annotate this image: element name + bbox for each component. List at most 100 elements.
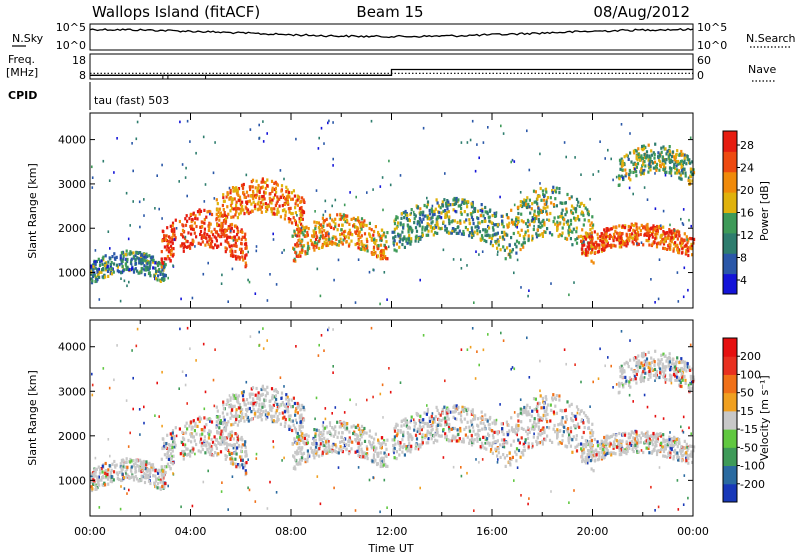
velocity-cell	[575, 449, 579, 453]
power-cell	[339, 237, 342, 241]
velocity-cell	[399, 429, 402, 433]
velocity-cell	[476, 417, 479, 421]
velocity-cell	[112, 478, 115, 482]
velocity-cell	[584, 414, 587, 418]
power-cell	[646, 228, 649, 232]
power-cell	[185, 245, 189, 249]
power-cell	[393, 248, 396, 252]
velocity-cell	[246, 415, 250, 420]
power-cell	[391, 230, 394, 234]
power-cell	[143, 268, 146, 272]
velocity-cell	[159, 478, 162, 482]
velocity-cell	[503, 456, 506, 460]
power-cell	[551, 190, 554, 195]
power-cell	[183, 242, 186, 246]
power-cell	[152, 258, 155, 262]
power-noise-cell	[91, 176, 94, 179]
velocity-cell	[576, 424, 579, 428]
power-noise-cell	[669, 223, 671, 227]
velocity-cell	[230, 423, 233, 427]
power-cell	[435, 198, 438, 202]
power-cell	[621, 224, 624, 228]
velocity-cell	[574, 417, 578, 421]
power-cell	[621, 161, 624, 165]
power-cell	[626, 154, 629, 158]
power-cell	[436, 220, 439, 224]
velocity-cell	[500, 422, 503, 426]
velocity-cell	[481, 415, 484, 419]
power-noise-cell	[328, 232, 330, 235]
power-cell	[306, 241, 309, 245]
velocity-cell	[134, 465, 137, 470]
velocity-cell	[155, 484, 158, 489]
power-cell	[680, 149, 683, 154]
power-cell	[136, 269, 139, 273]
power-cell	[526, 196, 529, 200]
power-cell	[321, 216, 324, 220]
power-noise-cell	[402, 226, 404, 229]
power-cell	[626, 237, 629, 241]
power-noise-cell	[379, 302, 381, 306]
power-cell	[680, 159, 683, 163]
power-cell	[148, 254, 151, 258]
velocity-cell	[186, 427, 189, 431]
power-cell	[233, 197, 236, 201]
power-cell	[683, 156, 686, 160]
power-cell	[147, 271, 151, 276]
power-cell	[477, 226, 480, 230]
power-noise-cell	[249, 128, 252, 131]
power-noise-cell	[337, 258, 340, 262]
power-cell	[300, 217, 303, 222]
velocity-cell	[325, 440, 328, 444]
power-cell	[676, 243, 679, 247]
velocity-cell	[130, 467, 133, 471]
velocity-cell	[208, 429, 211, 433]
power-cell	[423, 203, 426, 208]
velocity-cell	[294, 413, 297, 417]
power-cell	[599, 235, 602, 239]
velocity-cell	[594, 458, 597, 462]
power-cell	[358, 247, 362, 251]
velocity-cell	[191, 425, 194, 429]
power-cell	[137, 257, 140, 261]
velocity-cell	[187, 452, 190, 457]
power-noise-cell	[365, 244, 367, 248]
velocity-cell	[274, 411, 277, 415]
power-cell	[536, 197, 539, 201]
velocity-cell	[296, 449, 299, 453]
noise-left-tick-bottom: 10^0	[56, 39, 86, 52]
velocity-cell	[217, 422, 220, 426]
velocity-cell	[580, 419, 583, 423]
power-cell	[262, 194, 265, 199]
power-cell	[193, 221, 196, 225]
power-cell	[96, 268, 99, 272]
power-cell	[268, 192, 271, 196]
velocity-cell	[245, 414, 248, 418]
power-cell	[256, 189, 259, 193]
power-noise-cell	[478, 156, 480, 160]
power-cell	[608, 244, 611, 248]
power-cell	[419, 218, 422, 222]
velocity-cell	[433, 420, 436, 424]
power-cell	[492, 228, 495, 232]
power-cell	[676, 246, 679, 250]
power-noise-cell	[333, 278, 335, 282]
power-cell	[661, 162, 664, 166]
velocity-cell	[323, 426, 327, 430]
power-cell	[622, 177, 625, 181]
power-cell	[414, 226, 418, 230]
velocity-cell	[553, 396, 556, 400]
velocity-cell	[522, 408, 525, 413]
velocity-cell	[563, 425, 566, 429]
power-cell	[613, 235, 616, 239]
power-cell	[673, 233, 677, 237]
power-cell	[402, 224, 405, 228]
power-cell	[587, 247, 590, 251]
power-cell	[166, 239, 169, 243]
velocity-cell	[120, 466, 123, 470]
velocity-cell	[581, 451, 584, 455]
power-noise-cell	[262, 120, 264, 123]
velocity-cell	[543, 437, 546, 441]
power-cell	[421, 225, 424, 229]
power-cell	[258, 196, 261, 201]
